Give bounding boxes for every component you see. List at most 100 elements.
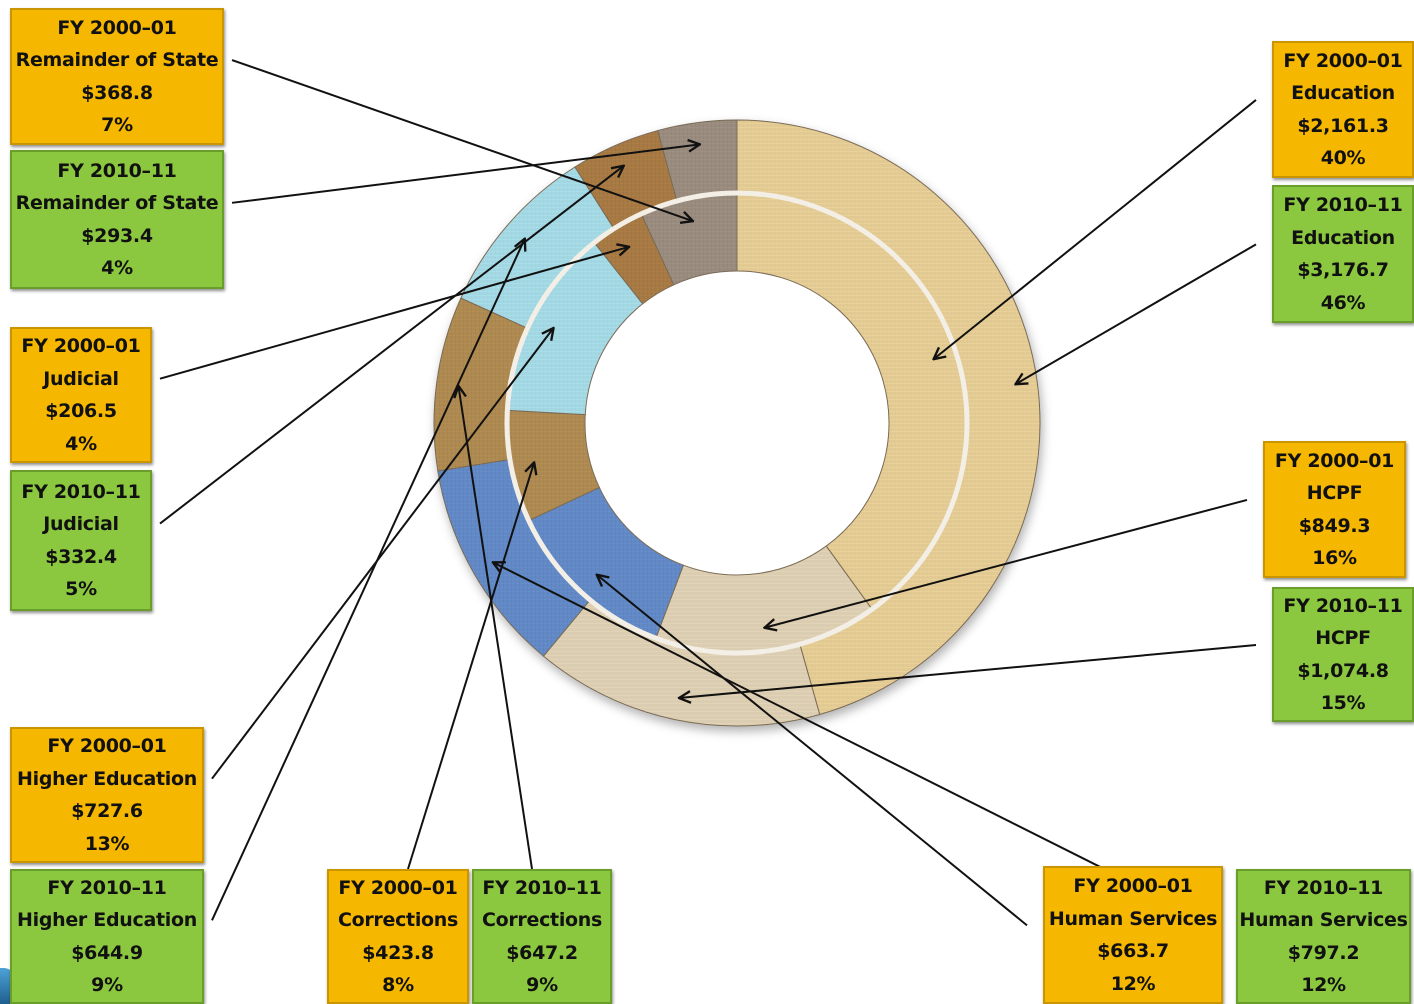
label-category: Judicial (43, 513, 119, 535)
slice-texture-fy-2000-01-hcpf (655, 546, 872, 653)
label-category: Human Services (1239, 909, 1408, 931)
leader-line-fy-2000-01-remainder-of-state (231, 59, 693, 221)
label-percent: 8% (382, 974, 414, 996)
label-year: FY 2000–01 (57, 16, 177, 39)
label-year: FY 2010–11 (1283, 194, 1403, 216)
label-percent: 15% (1320, 692, 1366, 714)
leader-line-fy-2000-01-human-services (597, 575, 1028, 927)
label-category: Judicial (43, 367, 119, 390)
label-category: Higher Education (17, 767, 197, 790)
label-category: HCPF (1306, 482, 1363, 504)
label-year: FY 2010–11 (57, 159, 177, 182)
label-value: $727.6 (71, 800, 143, 822)
slice-texture-fy-2000-01-corrections (507, 410, 600, 521)
label-value: $293.4 (81, 224, 153, 247)
label-category: Corrections (481, 909, 603, 931)
label-fy-2000-01-higher-education: FY 2000–01 Higher Education $727.6 13% (10, 727, 204, 863)
label-category: HCPF (1315, 627, 1371, 649)
label-fy-2000-01-education: FY 2000–01 Education $2,161.3 40% (1272, 41, 1414, 178)
slice-texture-fy-2010-11-judicial (574, 130, 677, 229)
label-fy-2000-01-remainder-of-state: FY 2000–01 Remainder of State $368.8 7% (10, 8, 224, 145)
label-category: Remainder of State (15, 49, 219, 71)
slice-texture-fy-2000-01-education (737, 193, 967, 610)
label-category: Human Services (1048, 907, 1218, 930)
label-fy-2010-11-judicial: FY 2010–11 Judicial $332.4 5% (10, 470, 152, 611)
label-fy-2000-01-human-services: FY 2000–01 Human Services $663.7 12% (1043, 866, 1223, 1004)
label-value: $797.2 (1287, 941, 1360, 964)
leader-line-fy-2010-11-remainder-of-state (231, 144, 700, 204)
label-fy-2010-11-corrections: FY 2010–11 Corrections $647.2 9% (472, 869, 612, 1004)
label-year: FY 2000–01 (1283, 49, 1403, 72)
label-percent: 5% (65, 578, 97, 600)
label-value: $3,176.7 (1297, 259, 1389, 281)
slice-texture-fy-2000-01-remainder-of-state (641, 193, 737, 285)
label-year: FY 2010–11 (1263, 876, 1384, 899)
label-value: $663.7 (1097, 940, 1169, 962)
label-value: $206.5 (45, 400, 117, 422)
slice-texture-fy-2010-11-education (737, 120, 1041, 715)
label-year: FY 2000–01 (1274, 449, 1395, 472)
slice-texture-fy-2010-11-corrections (434, 298, 528, 471)
leader-line-fy-2010-11-corrections (458, 386, 533, 870)
slice-texture-fy-2010-11-human-services (437, 459, 591, 657)
label-fy-2000-01-judicial: FY 2000–01 Judicial $206.5 4% (10, 327, 152, 463)
label-year: FY 2010–11 (1283, 594, 1403, 617)
leader-line-fy-2000-01-education (934, 99, 1257, 359)
label-percent: 40% (1320, 147, 1366, 169)
label-fy-2000-01-corrections: FY 2000–01 Corrections $423.8 8% (327, 869, 469, 1004)
label-category: Corrections (337, 909, 459, 931)
label-year: FY 2000–01 (47, 735, 167, 757)
slice-texture-fy-2000-01-judicial (594, 213, 674, 304)
leader-line-fy-2000-01-higher-education (211, 328, 554, 780)
label-value: $2,161.3 (1297, 114, 1389, 137)
label-percent: 13% (84, 832, 130, 855)
slice-texture-fy-2010-11-hcpf (543, 599, 820, 726)
label-year: FY 2000–01 (21, 335, 141, 357)
ring-fy-2000-01 (506, 192, 968, 654)
label-percent: 4% (65, 432, 97, 455)
label-year: FY 2010–11 (47, 876, 167, 899)
slice-texture-fy-2000-01-human-services (528, 487, 684, 639)
leader-line-fy-2000-01-judicial (159, 247, 629, 380)
label-fy-2010-11-education: FY 2010–11 Education $3,176.7 46% (1272, 185, 1414, 323)
label-year: FY 2010–11 (21, 480, 141, 503)
label-year: FY 2010–11 (482, 876, 602, 899)
label-percent: 12% (1110, 972, 1156, 995)
label-percent: 16% (1312, 547, 1357, 569)
label-year: FY 2000–01 (338, 876, 458, 899)
label-percent: 7% (101, 114, 133, 136)
label-category: Education (1291, 226, 1395, 249)
label-fy-2010-11-human-services: FY 2010–11 Human Services $797.2 12% (1236, 869, 1411, 1004)
label-fy-2010-11-hcpf: FY 2010–11 HCPF $1,074.8 15% (1272, 587, 1414, 722)
label-fy-2010-11-higher-education: FY 2010–11 Higher Education $644.9 9% (10, 869, 204, 1004)
slice-texture-fy-2000-01-higher-education (507, 242, 643, 415)
label-value: $849.3 (1298, 514, 1371, 537)
donut-rings (433, 119, 1041, 727)
leader-line-fy-2000-01-hcpf (764, 498, 1248, 628)
label-percent: 9% (91, 974, 123, 996)
slice-texture-fy-2010-11-remainder-of-state (657, 120, 737, 202)
label-value: $647.2 (506, 941, 578, 964)
leader-line-fy-2010-11-judicial (159, 166, 624, 525)
label-fy-2010-11-remainder-of-state: FY 2010–11 Remainder of State $293.4 4% (10, 150, 224, 289)
label-percent: 4% (101, 257, 133, 279)
label-value: $368.8 (81, 81, 153, 104)
ring-separator (504, 190, 970, 656)
ring-fy-2010-11 (433, 119, 1041, 727)
label-category: Remainder of State (15, 192, 219, 214)
label-value: $644.9 (71, 941, 143, 964)
label-percent: 46% (1320, 291, 1366, 314)
leader-line-fy-2010-11-hcpf (679, 644, 1257, 698)
leader-line-fy-2010-11-higher-education (211, 239, 525, 921)
label-fy-2000-01-hcpf: FY 2000–01 HCPF $849.3 16% (1263, 441, 1406, 578)
label-category: Higher Education (17, 909, 197, 931)
label-percent: 9% (526, 974, 558, 996)
label-value: $332.4 (45, 545, 117, 568)
label-category: Education (1291, 82, 1395, 104)
leader-line-fy-2000-01-corrections (407, 462, 534, 870)
label-value: $423.8 (362, 941, 434, 964)
label-percent: 12% (1301, 974, 1346, 996)
label-year: FY 2000–01 (1073, 875, 1193, 897)
slice-texture-fy-2010-11-higher-education (460, 166, 614, 329)
